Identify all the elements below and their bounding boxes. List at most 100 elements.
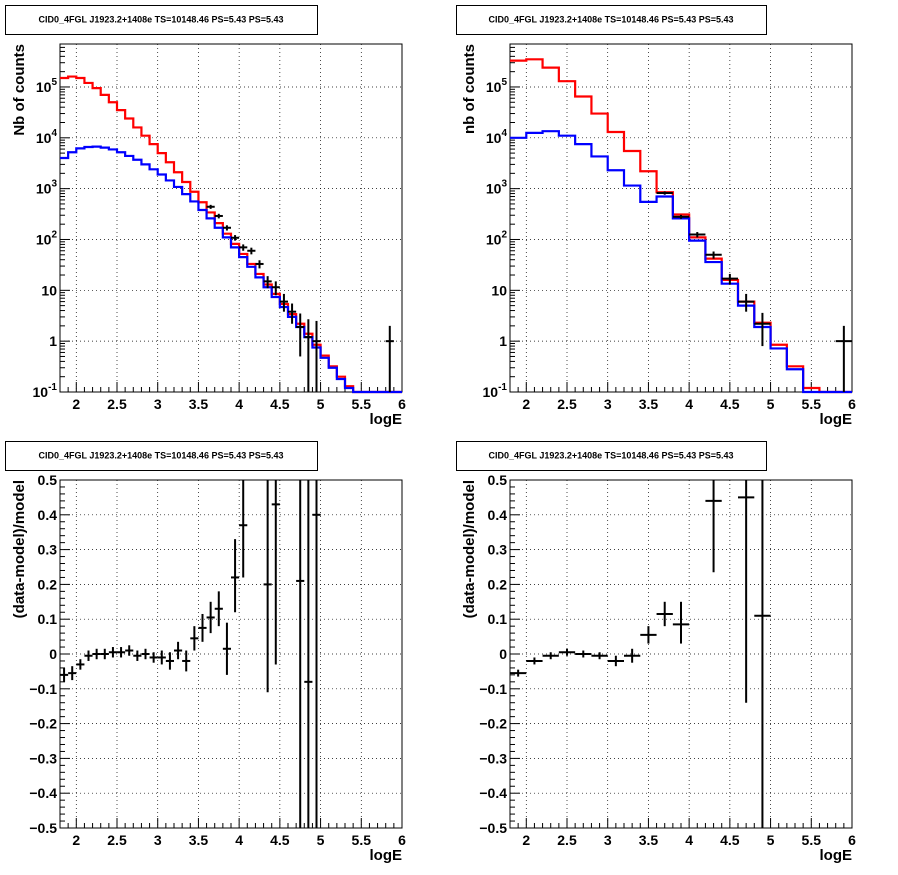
- histogram-series-2: [60, 145, 402, 394]
- x-tick-label: 6: [848, 832, 856, 848]
- data-point: [672, 601, 690, 644]
- data-point: [182, 650, 191, 672]
- y-tick-label: 0.4: [38, 507, 58, 523]
- y-tick-label: 105: [36, 77, 58, 95]
- y-tick-label: 104: [36, 128, 58, 146]
- data-point: [108, 647, 117, 658]
- histogram-series-1: [60, 75, 402, 394]
- data-point: [84, 650, 93, 661]
- data-point: [133, 650, 142, 661]
- data-point: [255, 260, 264, 269]
- x-axis-label: logE: [820, 847, 853, 864]
- chart-panel-1: CID0_4FGL J1923.2+1408e TS=10148.46 PS=5…: [5, 5, 406, 428]
- x-tick-label: 4: [685, 832, 693, 848]
- y-tick-label: 0.5: [488, 472, 508, 488]
- data-point: [239, 244, 248, 251]
- chart-title: CID0_4FGL J1923.2+1408e TS=10148.46 PS=5…: [488, 15, 733, 25]
- histogram-series-2: [510, 130, 852, 394]
- chart-title: CID0_4FGL J1923.2+1408e TS=10148.46 PS=5…: [488, 451, 733, 461]
- y-tick-label: 102: [486, 229, 508, 247]
- data-point: [542, 652, 559, 660]
- data-point: [174, 641, 183, 660]
- x-axis-label: logE: [820, 411, 853, 428]
- x-tick-label: 3.5: [189, 396, 209, 412]
- data-point: [117, 647, 126, 658]
- x-tick-label: 2: [72, 396, 80, 412]
- chart-panel-4: CID0_4FGL J1923.2+1408e TS=10148.46 PS=5…: [456, 441, 856, 864]
- x-tick-label: 5: [317, 396, 325, 412]
- data-point: [656, 191, 673, 195]
- chart-title: CID0_4FGL J1923.2+1408e TS=10148.46 PS=5…: [38, 15, 283, 25]
- y-tick-label: 10: [41, 282, 57, 298]
- data-point: [624, 648, 641, 663]
- x-tick-label: 2.5: [557, 396, 577, 412]
- x-tick-label: 3.5: [639, 396, 659, 412]
- y-axis-label: nb of counts: [461, 44, 478, 134]
- y-tick-label: 1: [499, 333, 507, 349]
- x-tick-label: 5.5: [802, 832, 822, 848]
- y-tick-label: 103: [36, 179, 58, 197]
- x-tick-label: 2.5: [107, 832, 127, 848]
- data-point: [231, 235, 240, 241]
- y-tick-label: 104: [486, 128, 508, 146]
- data-point: [721, 273, 738, 285]
- data-point: [526, 657, 543, 665]
- data-point: [296, 313, 305, 357]
- x-tick-label: 2.5: [107, 396, 127, 412]
- x-tick-label: 5: [767, 832, 775, 848]
- y-tick-label: −0.4: [479, 785, 507, 801]
- x-axis-label: logE: [370, 411, 403, 428]
- y-tick-label: 10-1: [33, 382, 58, 400]
- data-point: [263, 276, 272, 289]
- data-point: [247, 247, 256, 255]
- title-box: [456, 441, 767, 471]
- data-point: [92, 648, 101, 660]
- y-tick-label: −0.5: [29, 820, 57, 836]
- x-tick-label: 3: [604, 832, 612, 848]
- x-tick-label: 2.5: [557, 832, 577, 848]
- y-tick-label: −0.3: [29, 750, 57, 766]
- y-tick-label: 0: [499, 646, 507, 662]
- y-tick-label: 0.1: [38, 611, 58, 627]
- data-point: [656, 601, 673, 627]
- data-point: [754, 312, 771, 347]
- data-point: [296, 480, 305, 828]
- y-tick-label: 0.3: [488, 542, 508, 558]
- y-tick-label: 1: [49, 333, 57, 349]
- x-tick-label: 4.5: [720, 832, 740, 848]
- data-point: [835, 325, 852, 392]
- y-axis-label: (data-model)/model: [461, 480, 478, 618]
- data-point: [149, 652, 158, 663]
- data-point: [705, 251, 722, 259]
- x-tick-label: 5.5: [352, 832, 372, 848]
- data-point: [271, 281, 280, 296]
- data-point: [157, 650, 166, 665]
- data-point: [263, 480, 272, 693]
- x-tick-label: 5.5: [802, 396, 822, 412]
- data-point: [288, 303, 297, 324]
- y-tick-label: −0.2: [29, 716, 57, 732]
- x-tick-label: 5: [317, 832, 325, 848]
- y-tick-label: 10-1: [483, 382, 508, 400]
- y-tick-label: −0.1: [29, 681, 57, 697]
- data-point: [575, 650, 592, 658]
- data-point: [607, 655, 624, 667]
- x-tick-label: 3: [154, 832, 162, 848]
- data-point: [231, 539, 240, 613]
- plot-frame: [59, 43, 403, 393]
- x-tick-label: 4.5: [270, 396, 290, 412]
- x-tick-label: 4.5: [720, 396, 740, 412]
- data-point: [141, 648, 150, 660]
- data-point: [239, 480, 248, 578]
- data-point: [214, 591, 223, 627]
- x-tick-label: 3.5: [189, 832, 209, 848]
- x-tick-label: 2: [522, 832, 530, 848]
- x-tick-label: 5.5: [352, 396, 372, 412]
- plot-frame: [509, 479, 853, 829]
- data-point: [738, 293, 755, 312]
- chart-panel-2: CID0_4FGL J1923.2+1408e TS=10148.46 PS=5…: [456, 5, 856, 428]
- data-point: [222, 622, 231, 675]
- x-tick-label: 4: [685, 396, 693, 412]
- data-point: [672, 214, 690, 219]
